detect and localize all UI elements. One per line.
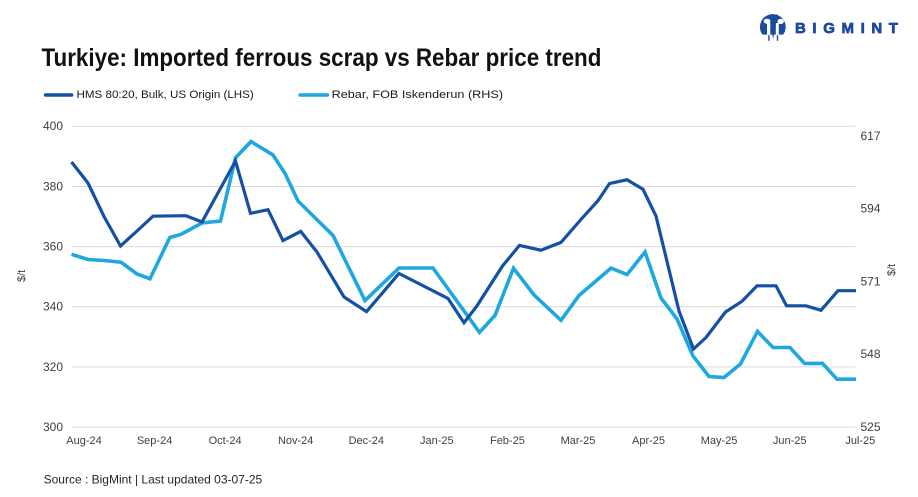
svg-text:548: 548 xyxy=(861,347,881,361)
svg-text:300: 300 xyxy=(43,420,63,434)
svg-text:Turkiye: Imported ferrous scra: Turkiye: Imported ferrous scrap vs Rebar… xyxy=(42,45,602,72)
svg-text:BIGMINT: BIGMINT xyxy=(795,20,905,37)
svg-text:$/t: $/t xyxy=(16,270,28,282)
svg-text:Aug-24: Aug-24 xyxy=(66,435,101,447)
svg-text:617: 617 xyxy=(861,129,881,143)
svg-text:Source : BigMint | Last update: Source : BigMint | Last updated 03-07-25 xyxy=(44,473,263,487)
svg-text:525: 525 xyxy=(861,420,881,434)
svg-text:400: 400 xyxy=(43,119,63,133)
svg-text:May-25: May-25 xyxy=(701,435,738,447)
svg-text:Oct-24: Oct-24 xyxy=(209,435,242,447)
svg-text:340: 340 xyxy=(43,300,63,314)
svg-text:Rebar, FOB Iskenderun (RHS): Rebar, FOB Iskenderun (RHS) xyxy=(332,88,504,101)
svg-text:380: 380 xyxy=(43,179,63,193)
svg-text:Jun-25: Jun-25 xyxy=(773,435,807,447)
svg-text:320: 320 xyxy=(43,360,63,374)
svg-text:$/t: $/t xyxy=(886,264,898,276)
svg-text:360: 360 xyxy=(43,240,63,254)
svg-text:Feb-25: Feb-25 xyxy=(490,435,525,447)
svg-text:Jan-25: Jan-25 xyxy=(420,435,454,447)
svg-text:Mar-25: Mar-25 xyxy=(561,435,596,447)
svg-text:Apr-25: Apr-25 xyxy=(632,435,665,447)
svg-text:Jul-25: Jul-25 xyxy=(845,435,875,447)
svg-text:Nov-24: Nov-24 xyxy=(278,435,313,447)
svg-text:594: 594 xyxy=(861,202,881,216)
svg-text:571: 571 xyxy=(861,274,881,288)
svg-text:Sep-24: Sep-24 xyxy=(137,435,172,447)
svg-text:Dec-24: Dec-24 xyxy=(349,435,384,447)
svg-text:HMS 80:20, Bulk, US Origin (LH: HMS 80:20, Bulk, US Origin (LHS) xyxy=(77,89,255,101)
